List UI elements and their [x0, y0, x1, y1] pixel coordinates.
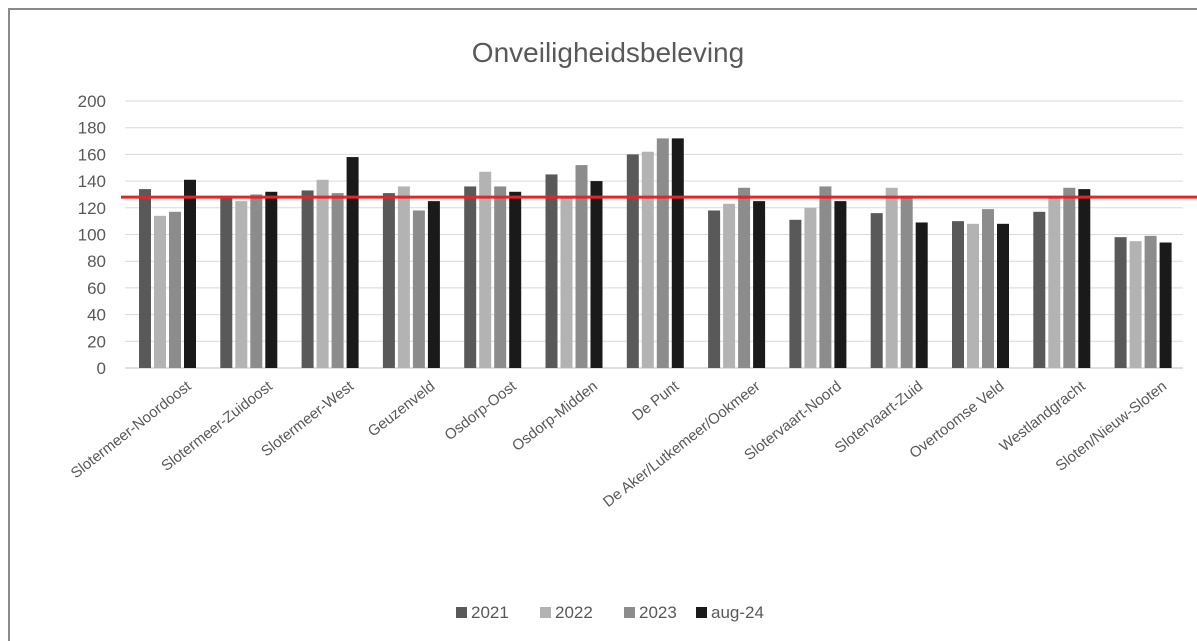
bar-2023-0 [169, 211, 181, 368]
category-label: Geuzenveld [365, 378, 439, 441]
bar-2021-7 [708, 210, 721, 368]
bar-aug-24-4 [509, 191, 522, 368]
category-label: De Punt [629, 377, 683, 424]
bar-2021-3 [382, 193, 395, 368]
bar-2021-0 [139, 189, 151, 368]
bar-2023-9 [900, 195, 913, 368]
y-tick-label: 160 [78, 145, 106, 164]
bar-2023-7 [738, 187, 751, 368]
legend-swatch-2021 [456, 607, 467, 618]
y-tick-label: 100 [78, 226, 106, 245]
bar-aug-24-8 [834, 201, 847, 368]
legend-label: 2023 [639, 603, 677, 622]
y-axis-ticks: 0 20 40 60 80 100 120 140 160 180 200 [78, 92, 106, 378]
y-tick-label: 80 [87, 252, 106, 271]
legend: 2021 2022 2023 aug-24 [456, 603, 764, 622]
bar-2021-11 [1033, 211, 1046, 368]
bar-aug-24-7 [753, 201, 766, 368]
bar-2022-5 [560, 197, 573, 368]
bar-2022-6 [641, 151, 654, 368]
legend-swatch-2023 [624, 607, 635, 618]
y-tick-label: 120 [78, 199, 106, 218]
y-tick-label: 180 [78, 119, 106, 138]
bar-2023-3 [412, 210, 425, 368]
legend-label: 2022 [555, 603, 593, 622]
bar-aug-24-1 [265, 191, 278, 368]
bar-2022-12 [1129, 241, 1142, 368]
bar-2023-6 [656, 138, 669, 368]
bar-2021-2 [301, 190, 314, 368]
bar-2021-1 [220, 195, 233, 368]
bar-2022-4 [479, 171, 492, 368]
bar-2022-7 [723, 203, 736, 368]
bar-2022-10 [967, 223, 979, 368]
y-tick-label: 140 [78, 172, 106, 191]
bar-2021-9 [870, 213, 883, 368]
bar-aug-24-5 [590, 181, 603, 368]
bar-2021-6 [626, 154, 639, 368]
bar-2023-12 [1144, 235, 1157, 368]
bars [139, 138, 1172, 368]
bar-2021-4 [464, 186, 477, 368]
bar-2023-2 [331, 193, 344, 368]
y-tick-label: 200 [78, 92, 106, 111]
bar-2022-3 [397, 186, 410, 368]
bar-aug-24-9 [915, 222, 928, 368]
bar-aug-24-2 [346, 157, 359, 368]
bar-2023-11 [1063, 187, 1076, 368]
bar-aug-24-10 [997, 223, 1009, 368]
bar-2022-9 [885, 187, 898, 368]
bar-2021-8 [789, 219, 802, 368]
legend-swatch-aug-24 [696, 607, 707, 618]
category-label: Osdorp-Oost [442, 377, 521, 444]
bar-aug-24-11 [1078, 189, 1091, 368]
bar-2023-8 [819, 186, 832, 368]
y-tick-label: 40 [87, 306, 106, 325]
chart-title: Onveiligheidsbeleving [472, 37, 744, 68]
bar-2021-5 [545, 174, 558, 368]
bar-aug-24-0 [184, 179, 196, 368]
y-tick-label: 20 [87, 332, 106, 351]
bar-2021-12 [1114, 237, 1127, 368]
legend-label: 2021 [471, 603, 509, 622]
bar-2023-4 [494, 186, 507, 368]
bar-2022-0 [154, 215, 166, 368]
bar-2022-8 [804, 207, 817, 368]
bar-2022-11 [1048, 198, 1061, 368]
bar-2023-10 [982, 209, 994, 368]
legend-label: aug-24 [711, 603, 764, 622]
bar-aug-24-3 [427, 201, 440, 368]
bar-2022-1 [235, 201, 248, 368]
gridlines [125, 100, 1183, 369]
y-tick-label: 60 [87, 279, 106, 298]
category-label: Osdorp-Midden [509, 378, 601, 455]
x-axis-categories: Slotermeer-NoordoostSlotermeer-ZuidoostS… [68, 377, 1170, 511]
bar-2023-5 [575, 165, 588, 368]
bar-aug-24-12 [1159, 242, 1172, 368]
bar-2022-2 [316, 179, 329, 368]
bar-2023-1 [250, 194, 263, 368]
bar-2021-10 [952, 221, 964, 368]
legend-swatch-2022 [540, 607, 551, 618]
bar-aug-24-6 [671, 138, 684, 368]
y-tick-label: 0 [97, 359, 106, 378]
category-label: De Aker/Lutkemeer/Ookmeer [600, 378, 764, 511]
